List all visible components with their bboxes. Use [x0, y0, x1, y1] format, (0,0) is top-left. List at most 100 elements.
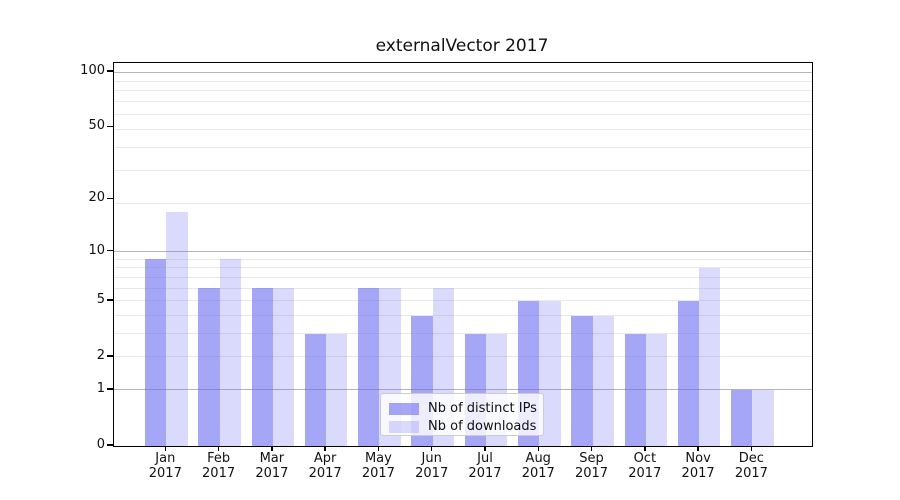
y-tick-mark — [107, 249, 113, 252]
x-tick-year: 2017 — [255, 466, 289, 481]
legend-swatch-downloads — [389, 420, 419, 433]
legend-swatch-distinct-ips — [389, 402, 419, 415]
x-tick-label: Nov 2017 — [663, 451, 733, 481]
bar-downloads-mar — [272, 288, 295, 446]
x-tick-mark — [324, 446, 326, 451]
x-tick-year: 2017 — [361, 466, 395, 481]
x-tick-month: Sep — [579, 451, 604, 466]
y-tick-label: 100 — [80, 63, 105, 79]
x-tick-year: 2017 — [521, 466, 555, 481]
gridline-minor — [114, 277, 812, 279]
gridline-minor — [114, 202, 812, 204]
x-tick-mark — [164, 446, 167, 451]
x-tick-mark — [484, 446, 486, 451]
x-tick-month: Jan — [155, 451, 176, 466]
x-tick-label: Dec 2017 — [716, 451, 786, 481]
x-tick-mark — [377, 446, 380, 451]
x-tick-label: May 2017 — [343, 451, 413, 481]
x-tick-month: Apr — [313, 451, 337, 466]
legend: Nb of distinct IPs Nb of downloads — [380, 393, 544, 436]
x-tick-mark — [644, 446, 646, 451]
x-tick-year: 2017 — [628, 466, 662, 481]
x-tick-label: Aug 2017 — [503, 451, 573, 481]
x-tick-month: Mar — [259, 451, 285, 466]
bar-ips-sep — [571, 315, 593, 446]
bar-ips-nov — [677, 300, 700, 446]
y-tick-label: 2 — [96, 347, 105, 363]
y-tick-label: 20 — [88, 190, 105, 206]
gridline-minor — [114, 287, 812, 289]
legend-row-distinct-ips: Nb of distinct IPs — [389, 400, 537, 417]
x-tick-month: Dec — [738, 451, 764, 466]
x-tick-mark — [430, 446, 433, 451]
x-tick-year: 2017 — [148, 466, 182, 481]
x-tick-label: Sep 2017 — [557, 451, 627, 481]
x-tick-label: Feb 2017 — [184, 451, 254, 481]
x-tick-label: Oct 2017 — [610, 451, 680, 481]
y-tick-label: 10 — [88, 242, 105, 258]
x-tick-month: Jun — [421, 451, 442, 466]
x-tick-mark — [697, 446, 699, 451]
bar-downloads-apr — [326, 333, 348, 446]
gridline-minor — [114, 101, 812, 103]
bar-ips-jan — [145, 259, 167, 446]
x-tick-year: 2017 — [468, 466, 502, 481]
bar-ips-oct — [624, 333, 646, 446]
gridline-minor — [114, 267, 812, 269]
gridline-minor — [114, 90, 812, 92]
x-tick-month: May — [364, 451, 392, 466]
legend-label-distinct-ips: Nb of distinct IPs — [428, 401, 537, 416]
gridline-major — [114, 389, 812, 391]
y-tick-label: 5 — [96, 291, 105, 307]
gridline-minor — [114, 258, 812, 260]
gridline-minor — [114, 169, 812, 171]
plot-area: Nb of distinct IPs Nb of downloads — [113, 62, 813, 447]
bar-ips-dec — [731, 389, 753, 446]
x-tick-mark — [271, 446, 273, 451]
x-tick-month: Jul — [477, 451, 493, 466]
bar-ips-feb — [198, 288, 220, 446]
x-tick-year: 2017 — [734, 466, 768, 481]
gridline-minor — [114, 315, 812, 317]
bar-ips-apr — [304, 333, 327, 446]
gridline-minor — [114, 356, 812, 358]
gridline-major — [114, 251, 812, 253]
x-tick-month: Nov — [685, 451, 711, 466]
legend-label-downloads: Nb of downloads — [428, 419, 537, 434]
x-tick-mark — [750, 446, 753, 451]
x-tick-mark — [537, 446, 539, 451]
gridline-minor — [114, 80, 812, 82]
gridline-major — [114, 71, 812, 73]
bar-downloads-oct — [645, 333, 668, 446]
y-tick-label: 1 — [96, 380, 105, 396]
x-tick-label: Jul 2017 — [450, 451, 520, 481]
bar-downloads-nov — [699, 267, 721, 446]
x-tick-year: 2017 — [308, 466, 342, 481]
gridline-minor — [114, 146, 812, 148]
bar-downloads-aug — [539, 300, 561, 446]
x-tick-year: 2017 — [681, 466, 715, 481]
gridline-minor — [114, 333, 812, 335]
x-tick-year: 2017 — [415, 466, 449, 481]
y-tick-label: 0 — [96, 437, 105, 452]
y-tick-label: 50 — [88, 118, 105, 134]
x-tick-year: 2017 — [202, 466, 236, 481]
x-tick-label: Mar 2017 — [237, 451, 307, 481]
x-tick-mark — [217, 446, 220, 451]
y-tick-mark — [107, 388, 113, 390]
bar-downloads-jan — [166, 211, 188, 446]
x-tick-month: Aug — [525, 451, 551, 466]
y-tick-mark — [107, 197, 113, 200]
chart-title: externalVector 2017 — [375, 36, 549, 56]
x-tick-month: Feb — [207, 451, 231, 466]
bar-ips-mar — [251, 288, 273, 446]
x-tick-month: Oct — [633, 451, 657, 466]
gridline-minor — [114, 300, 812, 302]
x-tick-label: Jan 2017 — [130, 451, 200, 481]
y-tick-mark — [107, 444, 113, 446]
bar-downloads-sep — [592, 315, 614, 446]
y-tick-mark — [107, 299, 113, 301]
x-tick-label: Apr 2017 — [290, 451, 360, 481]
bar-downloads-feb — [219, 259, 241, 446]
